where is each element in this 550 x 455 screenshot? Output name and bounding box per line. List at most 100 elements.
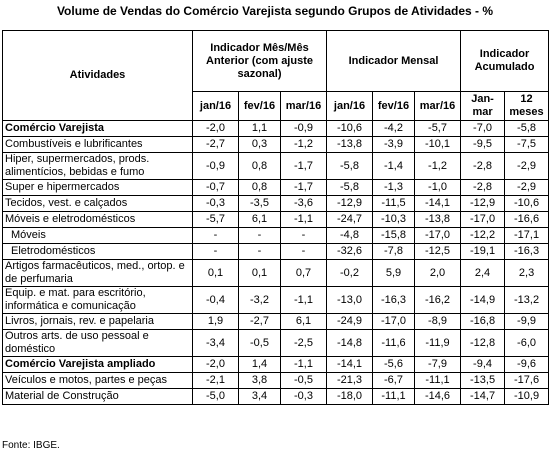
row-label: Equip. e mat. para escritório, informáti… [2, 286, 193, 314]
value-cell: 6,1 [280, 313, 327, 330]
value-cell: -3,4 [192, 329, 239, 357]
value-cell: -2,7 [192, 136, 239, 153]
value-cell: - [238, 243, 281, 260]
group-header: Indicador Acumulado [460, 30, 550, 92]
value-cell: -9,9 [504, 313, 550, 330]
value-cell: -32,6 [326, 243, 373, 260]
value-cell: -14,6 [413, 388, 462, 405]
value-cell: -1,7 [280, 152, 327, 180]
value-cell: -12,9 [460, 195, 506, 212]
table-row: Livros, jornais, rev. e papelaria 1,9 -2,7… [2, 313, 550, 330]
table-row: Tecidos, vest. e calçados -0,3 -3,5 -3,6 -12… [2, 195, 550, 212]
value-cell: 0,8 [238, 179, 281, 196]
value-cell: -21,3 [326, 372, 373, 389]
value-cell: 0,1 [192, 259, 239, 287]
value-cell: -6,7 [372, 372, 415, 389]
value-cell: -1,1 [280, 356, 327, 373]
value-cell: 0,7 [280, 259, 327, 287]
value-cell: -2,7 [238, 313, 281, 330]
value-cell: -11,1 [372, 388, 415, 405]
value-cell: -9,5 [460, 136, 506, 153]
row-label: Comércio Varejista [2, 120, 193, 137]
table-row: Veículos e motos, partes e peças -2,1 3,8-… [2, 372, 550, 389]
value-cell: -0,2 [326, 259, 373, 287]
value-cell: -1,1 [280, 211, 327, 228]
value-cell: -1,0 [413, 179, 462, 196]
value-cell: - [192, 227, 239, 244]
value-cell: -5,8 [326, 152, 373, 180]
row-label: Outros arts. de uso pessoal e doméstico [2, 329, 193, 357]
table-header: Atividades Indicador Mês/Mês Anterior (co… [2, 30, 550, 121]
value-cell: -1,7 [280, 179, 327, 196]
row-label: Hiper, supermercados, prods. alimentício… [2, 152, 193, 180]
value-cell: -1,2 [280, 136, 327, 153]
table-row: Móveis - - - -4,8 -15,8 -17,0 -12,2 -17,1 [2, 227, 550, 244]
table-row: Material de Construção -5,0 3,4 -0,3 -18,0 -1… [2, 388, 550, 405]
header-row: jan/16 fev/16 mar/16 jan/16 fev/16 mar/16 Jan-… [3, 91, 550, 121]
value-cell: -14,1 [326, 356, 373, 373]
value-cell: 0,1 [238, 259, 281, 287]
value-cell: 1,4 [238, 356, 281, 373]
value-cell: 1,9 [192, 313, 239, 330]
row-label: Tecidos, vest. e calçados [2, 195, 193, 212]
column-header: mar/16 [413, 91, 462, 121]
value-cell: 0,8 [238, 152, 281, 180]
value-cell: -3,9 [372, 136, 415, 153]
value-cell: -17,1 [504, 227, 550, 244]
value-cell: -2,9 [504, 179, 550, 196]
value-cell: - [192, 243, 239, 260]
value-cell: -2,8 [460, 152, 506, 180]
value-cell: -4,8 [326, 227, 373, 244]
value-cell: -3,6 [280, 195, 327, 212]
header-cell: Atividades [2, 30, 193, 121]
value-cell: -13,8 [326, 136, 373, 153]
table-row: Artigos farmacêuticos, med., ortop. e de… [2, 259, 550, 287]
column-header: jan/16 [326, 91, 373, 121]
value-cell: 3,8 [238, 372, 281, 389]
value-cell: -12,2 [460, 227, 506, 244]
value-cell: -3,5 [238, 195, 281, 212]
table-row: Combustíveis e lubrificantes -2,7 0,3 -1,2-… [2, 136, 550, 153]
value-cell: -13,5 [460, 372, 506, 389]
value-cell: -0,3 [192, 195, 239, 212]
value-cell: -5,7 [192, 211, 239, 228]
table-body: Comércio Varejista -2,0 1,1 -0,9 -10,6 -4,2 -5… [2, 120, 550, 405]
value-cell: -11,6 [372, 329, 415, 357]
value-cell: -11,9 [413, 329, 462, 357]
value-cell: -10,6 [504, 195, 550, 212]
value-cell: -9,6 [504, 356, 550, 373]
value-cell: -0,5 [238, 329, 281, 357]
value-cell: -16,2 [413, 286, 462, 314]
table-row: Comércio Varejista -2,0 1,1 -0,9 -10,6 -4,2 -5… [2, 120, 550, 137]
value-cell: -5,7 [413, 120, 462, 137]
value-cell: -16,8 [460, 313, 506, 330]
value-cell: -10,6 [326, 120, 373, 137]
value-cell: -7,0 [460, 120, 506, 137]
value-cell: -5,8 [504, 120, 550, 137]
value-cell: -0,5 [280, 372, 327, 389]
value-cell: -14,7 [460, 388, 506, 405]
value-cell: -9,4 [460, 356, 506, 373]
value-cell: -13,2 [504, 286, 550, 314]
value-cell: -2,0 [192, 356, 239, 373]
column-header: jan/16 [192, 91, 239, 121]
value-cell: -1,1 [280, 286, 327, 314]
value-cell: -24,7 [326, 211, 373, 228]
value-cell: -7,5 [504, 136, 550, 153]
row-label: Móveis e eletrodomésticos [2, 211, 193, 228]
row-label: Comércio Varejista ampliado [2, 356, 193, 373]
row-label: Livros, jornais, rev. e papelaria [2, 313, 193, 330]
source-note: Fonte: IBGE. [2, 440, 60, 451]
value-cell: -17,0 [460, 211, 506, 228]
value-cell: -12,8 [460, 329, 506, 357]
value-cell: -1,4 [372, 152, 415, 180]
value-cell: 5,9 [372, 259, 415, 287]
value-cell: -7,9 [413, 356, 462, 373]
value-cell: -12,5 [413, 243, 462, 260]
table-row: Móveis e eletrodomésticos -5,7 6,1 -1,1 -24,… [2, 211, 550, 228]
header-row: Atividades Indicador Mês/Mês Anterior (co… [2, 30, 550, 121]
value-cell: -0,7 [192, 179, 239, 196]
value-cell: -17,6 [504, 372, 550, 389]
value-cell: -1,2 [413, 152, 462, 180]
value-cell: -16,3 [372, 286, 415, 314]
